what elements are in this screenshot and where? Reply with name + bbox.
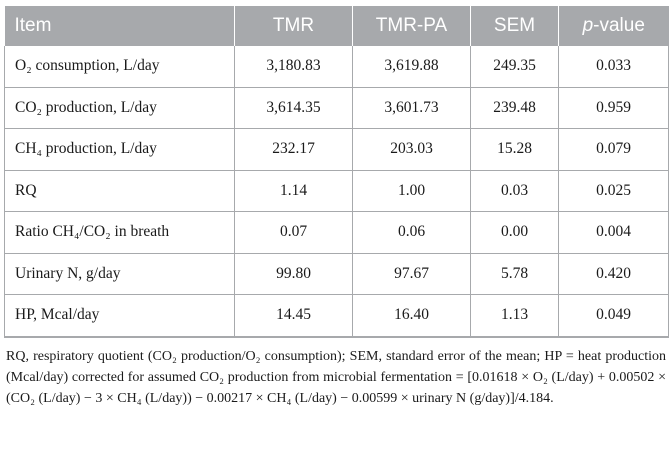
table-footnote: RQ, respiratory quotient (CO₂ production… bbox=[6, 348, 666, 406]
cell-p-value: 0.049 bbox=[558, 294, 669, 338]
cell-tmr-pa: 0.06 bbox=[352, 211, 471, 254]
header-tmr: TMR bbox=[234, 6, 353, 46]
table-container: Item TMR TMR-PA SEM p-value O₂ consumpti… bbox=[4, 6, 669, 409]
table-row: HP, Mcal/day 14.45 16.40 1.13 0.049 bbox=[4, 294, 669, 338]
cell-sem: 5.78 bbox=[470, 253, 559, 295]
table-header: Item TMR TMR-PA SEM p-value bbox=[4, 6, 669, 46]
cell-tmr-pa: 1.00 bbox=[352, 170, 471, 212]
cell-sem: 0.03 bbox=[470, 170, 559, 212]
cell-tmr-pa: 3,619.88 bbox=[352, 46, 471, 88]
row-label: HP, Mcal/day bbox=[4, 294, 235, 338]
cell-tmr-pa: 97.67 bbox=[352, 253, 471, 295]
cell-p-value: 0.420 bbox=[558, 253, 669, 295]
table-row: CH₄ production, L/day 232.17 203.03 15.2… bbox=[4, 128, 669, 171]
row-label: Urinary N, g/day bbox=[4, 253, 235, 295]
cell-tmr-pa: 203.03 bbox=[352, 128, 471, 171]
cell-p-value: 0.033 bbox=[558, 46, 669, 88]
cell-tmr-pa: 3,601.73 bbox=[352, 87, 471, 129]
table-row: Urinary N, g/day 99.80 97.67 5.78 0.420 bbox=[4, 253, 669, 295]
cell-p-value: 0.025 bbox=[558, 170, 669, 212]
header-sem: SEM bbox=[470, 6, 559, 46]
cell-sem: 1.13 bbox=[470, 294, 559, 338]
row-label: CH₄ production, L/day bbox=[4, 128, 235, 171]
row-label: Ratio CH₄/CO₂ in breath bbox=[4, 211, 235, 254]
table-body: O₂ consumption, L/day 3,180.83 3,619.88 … bbox=[4, 46, 669, 338]
header-p-value: p-value bbox=[558, 6, 669, 46]
cell-tmr: 99.80 bbox=[234, 253, 353, 295]
cell-sem: 249.35 bbox=[470, 46, 559, 88]
table-row: Ratio CH₄/CO₂ in breath 0.07 0.06 0.00 0… bbox=[4, 211, 669, 254]
table-row: O₂ consumption, L/day 3,180.83 3,619.88 … bbox=[4, 46, 669, 88]
header-tmr-pa: TMR-PA bbox=[352, 6, 471, 46]
cell-tmr: 3,614.35 bbox=[234, 87, 353, 129]
cell-tmr: 3,180.83 bbox=[234, 46, 353, 88]
cell-tmr: 1.14 bbox=[234, 170, 353, 212]
cell-sem: 15.28 bbox=[470, 128, 559, 171]
header-row: Item TMR TMR-PA SEM p-value bbox=[4, 6, 669, 46]
table-row: RQ 1.14 1.00 0.03 0.025 bbox=[4, 170, 669, 212]
table-row: CO₂ production, L/day 3,614.35 3,601.73 … bbox=[4, 87, 669, 129]
row-label: CO₂ production, L/day bbox=[4, 87, 235, 129]
cell-tmr-pa: 16.40 bbox=[352, 294, 471, 338]
header-item: Item bbox=[4, 6, 235, 46]
cell-p-value: 0.959 bbox=[558, 87, 669, 129]
row-label: RQ bbox=[4, 170, 235, 212]
cell-tmr: 0.07 bbox=[234, 211, 353, 254]
cell-p-value: 0.004 bbox=[558, 211, 669, 254]
cell-tmr: 14.45 bbox=[234, 294, 353, 338]
row-label: O₂ consumption, L/day bbox=[4, 46, 235, 88]
header-p-italic: p bbox=[582, 15, 594, 36]
cell-tmr: 232.17 bbox=[234, 128, 353, 171]
cell-sem: 239.48 bbox=[470, 87, 559, 129]
cell-p-value: 0.079 bbox=[558, 128, 669, 171]
cell-sem: 0.00 bbox=[470, 211, 559, 254]
data-table: Item TMR TMR-PA SEM p-value O₂ consumpti… bbox=[4, 6, 669, 338]
